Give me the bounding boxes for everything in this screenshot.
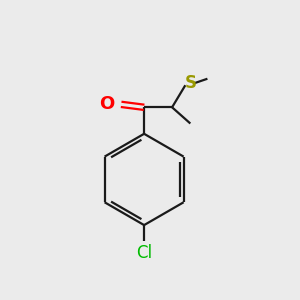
Text: S: S xyxy=(184,74,196,92)
Text: Cl: Cl xyxy=(136,244,152,262)
Text: O: O xyxy=(99,95,115,113)
